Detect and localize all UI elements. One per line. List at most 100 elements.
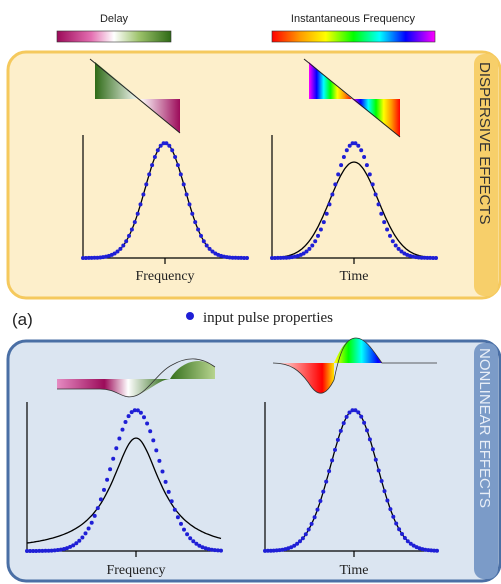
input-pulse-dot xyxy=(169,499,174,504)
panel-dispersive-title: DISPERSIVE EFFECTS xyxy=(476,62,493,225)
input-pulse-dot xyxy=(307,246,312,251)
plot-a-left-input-dots xyxy=(81,141,249,260)
plot-b-right-xlabel: Time xyxy=(339,563,368,578)
input-pulse-dot xyxy=(34,549,39,553)
input-pulse-dot xyxy=(388,507,393,512)
input-pulse-dot xyxy=(123,420,128,424)
input-pulse-dot xyxy=(327,469,332,474)
input-pulse-dot xyxy=(274,548,279,553)
input-pulse-dot xyxy=(272,256,277,260)
input-pulse-dot xyxy=(402,536,407,540)
input-pulse-dot xyxy=(382,220,387,225)
input-pulse-dot xyxy=(200,545,205,550)
input-pulse-dot xyxy=(207,246,212,251)
panel-nonlinear: NONLINEAR EFFECTS Frequency Time xyxy=(6,337,501,583)
input-pulse-dot xyxy=(164,141,169,146)
input-pulse-dot xyxy=(265,548,270,553)
input-pulse-dot xyxy=(397,527,402,532)
input-pulse-dot xyxy=(275,255,280,260)
input-pulse-dot xyxy=(434,256,438,260)
plot-b-left-xlabel: Frequency xyxy=(106,563,165,578)
input-pulse-dot xyxy=(306,527,311,532)
input-pulse-dot xyxy=(142,415,146,420)
input-pulse-dot xyxy=(193,220,198,225)
nl-delay-waveform xyxy=(57,360,215,397)
input-pulse-dot xyxy=(373,192,378,197)
input-pulse-dot xyxy=(31,549,36,553)
input-pulse-dot xyxy=(181,182,186,187)
input-pulse-dot xyxy=(359,414,364,419)
input-pulse-dot xyxy=(154,448,159,453)
input-pulse-dot xyxy=(71,543,76,548)
input-pulse-dot xyxy=(160,469,165,474)
input-pulse-dot xyxy=(127,233,131,238)
input-pulse-dot xyxy=(117,436,122,441)
input-pulse-dot xyxy=(194,541,199,546)
plot-a-right-output-curve xyxy=(272,161,436,259)
nl-freq-waveform xyxy=(273,338,437,394)
input-pulse-dot xyxy=(170,148,175,153)
input-pulse-dot xyxy=(425,255,430,260)
input-pulse-dot xyxy=(187,202,192,207)
input-pulse-dot xyxy=(353,141,358,146)
input-pulse-dot xyxy=(335,437,340,442)
input-pulse-dot xyxy=(175,163,180,168)
input-pulse-dot xyxy=(215,548,220,553)
input-pulse-dot xyxy=(132,220,137,225)
input-pulse-dot xyxy=(203,546,208,551)
input-pulse-dot xyxy=(89,520,94,525)
input-pulse-dot xyxy=(132,408,137,413)
input-pulse-dot xyxy=(115,249,120,254)
input-pulse-dot xyxy=(423,547,428,552)
input-pulse-dot xyxy=(278,255,283,260)
input-pulse-dot xyxy=(118,246,123,251)
input-pulse-dot xyxy=(148,429,153,434)
input-pulse-dot xyxy=(230,255,235,260)
input-pulse-dot xyxy=(135,211,140,216)
input-pulse-dot xyxy=(239,255,244,260)
input-pulse-dot xyxy=(341,421,346,426)
input-pulse-dot xyxy=(344,148,349,153)
input-pulse-dot xyxy=(167,143,172,148)
input-pulse-dot xyxy=(321,220,326,225)
input-pulse-dot xyxy=(316,233,320,238)
input-pulse-dot xyxy=(201,239,206,244)
input-pulse-dot xyxy=(330,458,335,463)
input-pulse-dot xyxy=(370,182,375,187)
input-pulse-dot xyxy=(303,532,308,537)
input-pulse-dot xyxy=(112,251,117,256)
input-pulse-dot xyxy=(350,141,355,146)
input-pulse-dot xyxy=(399,249,404,254)
input-pulse-dot xyxy=(333,182,338,187)
input-pulse-dot xyxy=(356,143,361,148)
input-pulse-dot xyxy=(324,211,329,216)
input-pulse-dot xyxy=(196,227,201,232)
input-pulse-dot xyxy=(197,543,202,548)
input-pulse-dot xyxy=(144,182,149,187)
input-pulse-dot xyxy=(209,547,214,552)
input-pulse-dot xyxy=(339,163,344,168)
input-pulse-dot xyxy=(191,539,196,544)
input-pulse-dot xyxy=(422,255,427,260)
input-pulse-dot xyxy=(68,544,73,549)
input-pulse-dot xyxy=(178,172,183,177)
input-pulse-dot xyxy=(152,155,157,159)
input-pulse-dot xyxy=(312,515,317,520)
input-pulse-dot xyxy=(227,255,232,260)
input-pulse-dot xyxy=(138,410,143,415)
input-pulse-dot xyxy=(188,536,193,541)
input-pulse-dot xyxy=(289,545,294,550)
input-pulse-dot xyxy=(292,543,297,548)
input-pulse-dot xyxy=(362,420,367,425)
input-pulse-dot xyxy=(80,535,85,540)
freq-diagonal xyxy=(303,58,401,138)
input-pulse-dot xyxy=(182,527,186,532)
panel-nonlinear-title: NONLINEAR EFFECTS xyxy=(476,348,493,508)
input-pulse-dot xyxy=(135,408,140,413)
input-pulse-dot xyxy=(83,256,88,260)
input-pulse-dot xyxy=(268,548,273,553)
input-pulse-dot xyxy=(55,548,60,552)
input-pulse-dot xyxy=(40,548,45,553)
input-pulse-dot xyxy=(347,143,352,148)
